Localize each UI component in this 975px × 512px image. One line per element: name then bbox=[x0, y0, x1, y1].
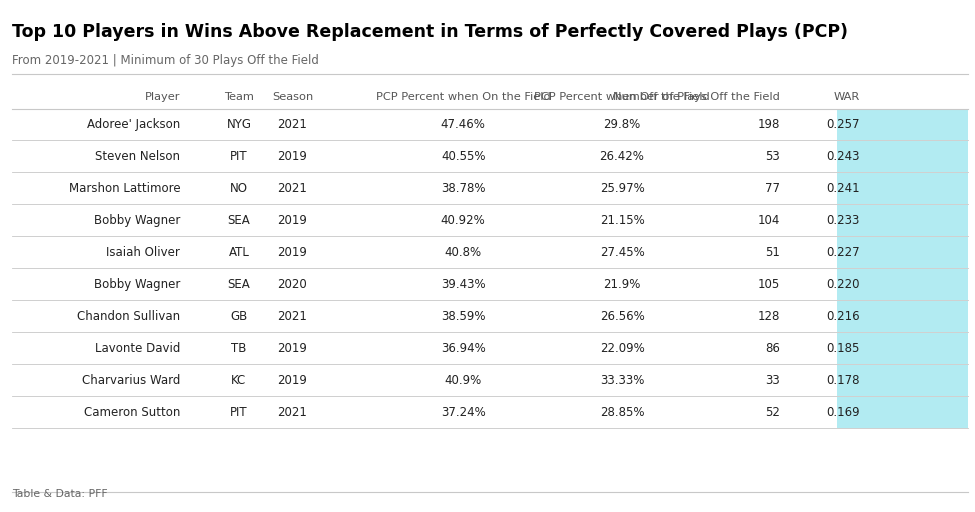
Text: 198: 198 bbox=[758, 118, 780, 131]
Text: NYG: NYG bbox=[226, 118, 252, 131]
Text: 21.9%: 21.9% bbox=[604, 278, 641, 291]
Text: 2019: 2019 bbox=[278, 374, 307, 387]
Text: 26.42%: 26.42% bbox=[600, 150, 644, 163]
Text: 2021: 2021 bbox=[278, 310, 307, 323]
Text: 128: 128 bbox=[758, 310, 780, 323]
Text: From 2019-2021 | Minimum of 30 Plays Off the Field: From 2019-2021 | Minimum of 30 Plays Off… bbox=[12, 54, 319, 67]
Text: Steven Nelson: Steven Nelson bbox=[96, 150, 180, 163]
Text: 104: 104 bbox=[758, 214, 780, 227]
Text: Team: Team bbox=[224, 92, 254, 102]
Text: Player: Player bbox=[145, 92, 180, 102]
Text: 40.55%: 40.55% bbox=[441, 150, 486, 163]
Text: 2020: 2020 bbox=[278, 278, 307, 291]
Text: 0.257: 0.257 bbox=[827, 118, 860, 131]
Text: PIT: PIT bbox=[230, 406, 248, 419]
Text: 27.45%: 27.45% bbox=[600, 246, 644, 259]
Text: Chandon Sullivan: Chandon Sullivan bbox=[77, 310, 180, 323]
Bar bbox=[837, 110, 968, 140]
Text: PIT: PIT bbox=[230, 150, 248, 163]
Text: 38.59%: 38.59% bbox=[441, 310, 486, 323]
Text: 0.220: 0.220 bbox=[827, 278, 860, 291]
Text: KC: KC bbox=[231, 374, 247, 387]
Text: Bobby Wagner: Bobby Wagner bbox=[94, 278, 180, 291]
Text: 40.92%: 40.92% bbox=[441, 214, 486, 227]
Text: 0.233: 0.233 bbox=[827, 214, 860, 227]
Text: SEA: SEA bbox=[227, 278, 251, 291]
Bar bbox=[837, 141, 968, 172]
Text: 2021: 2021 bbox=[278, 118, 307, 131]
Text: 38.78%: 38.78% bbox=[441, 182, 486, 195]
Text: 53: 53 bbox=[765, 150, 780, 163]
Text: 52: 52 bbox=[765, 406, 780, 419]
Text: Cameron Sutton: Cameron Sutton bbox=[84, 406, 180, 419]
Text: 28.85%: 28.85% bbox=[600, 406, 644, 419]
Text: 29.8%: 29.8% bbox=[604, 118, 641, 131]
Text: 2019: 2019 bbox=[278, 150, 307, 163]
Text: 47.46%: 47.46% bbox=[441, 118, 486, 131]
Text: 40.9%: 40.9% bbox=[445, 374, 482, 387]
Text: 2019: 2019 bbox=[278, 214, 307, 227]
Text: WAR: WAR bbox=[834, 92, 860, 102]
Text: PCP Percent when Off the Field: PCP Percent when Off the Field bbox=[534, 92, 710, 102]
Text: 86: 86 bbox=[765, 342, 780, 355]
Text: 105: 105 bbox=[758, 278, 780, 291]
Text: 0.169: 0.169 bbox=[827, 406, 860, 419]
Text: 22.09%: 22.09% bbox=[600, 342, 644, 355]
Text: 40.8%: 40.8% bbox=[445, 246, 482, 259]
Text: 21.15%: 21.15% bbox=[600, 214, 644, 227]
Text: Bobby Wagner: Bobby Wagner bbox=[94, 214, 180, 227]
Text: Number of Plays Off the Field: Number of Plays Off the Field bbox=[613, 92, 780, 102]
Text: 51: 51 bbox=[765, 246, 780, 259]
Text: Top 10 Players in Wins Above Replacement in Terms of Perfectly Covered Plays (PC: Top 10 Players in Wins Above Replacement… bbox=[12, 23, 847, 41]
Text: Season: Season bbox=[272, 92, 313, 102]
Text: Adoree' Jackson: Adoree' Jackson bbox=[87, 118, 180, 131]
Text: Isaiah Oliver: Isaiah Oliver bbox=[106, 246, 180, 259]
Bar bbox=[837, 397, 968, 428]
Text: 25.97%: 25.97% bbox=[600, 182, 644, 195]
Text: 0.227: 0.227 bbox=[827, 246, 860, 259]
Text: PCP Percent when On the Field: PCP Percent when On the Field bbox=[375, 92, 551, 102]
Text: 26.56%: 26.56% bbox=[600, 310, 644, 323]
Text: 39.43%: 39.43% bbox=[441, 278, 486, 291]
Text: 2021: 2021 bbox=[278, 406, 307, 419]
Text: 33.33%: 33.33% bbox=[600, 374, 644, 387]
Text: 77: 77 bbox=[765, 182, 780, 195]
Text: TB: TB bbox=[231, 342, 247, 355]
Bar bbox=[837, 238, 968, 268]
Text: 2019: 2019 bbox=[278, 342, 307, 355]
Text: Lavonte David: Lavonte David bbox=[95, 342, 180, 355]
Text: 0.178: 0.178 bbox=[827, 374, 860, 387]
Text: GB: GB bbox=[230, 310, 248, 323]
Text: SEA: SEA bbox=[227, 214, 251, 227]
Text: Marshon Lattimore: Marshon Lattimore bbox=[69, 182, 180, 195]
Bar bbox=[837, 302, 968, 332]
Bar bbox=[837, 269, 968, 300]
Text: 36.94%: 36.94% bbox=[441, 342, 486, 355]
Bar bbox=[837, 174, 968, 204]
Text: NO: NO bbox=[230, 182, 248, 195]
Text: 0.185: 0.185 bbox=[827, 342, 860, 355]
Text: 37.24%: 37.24% bbox=[441, 406, 486, 419]
Text: Table & Data: PFF: Table & Data: PFF bbox=[12, 489, 107, 499]
Bar bbox=[837, 366, 968, 396]
Text: 2021: 2021 bbox=[278, 182, 307, 195]
Text: ATL: ATL bbox=[228, 246, 250, 259]
Text: 2019: 2019 bbox=[278, 246, 307, 259]
Text: Charvarius Ward: Charvarius Ward bbox=[82, 374, 180, 387]
Text: 0.216: 0.216 bbox=[827, 310, 860, 323]
Text: 0.241: 0.241 bbox=[827, 182, 860, 195]
Bar bbox=[837, 333, 968, 364]
Bar bbox=[837, 205, 968, 236]
Text: 0.243: 0.243 bbox=[827, 150, 860, 163]
Text: 33: 33 bbox=[765, 374, 780, 387]
